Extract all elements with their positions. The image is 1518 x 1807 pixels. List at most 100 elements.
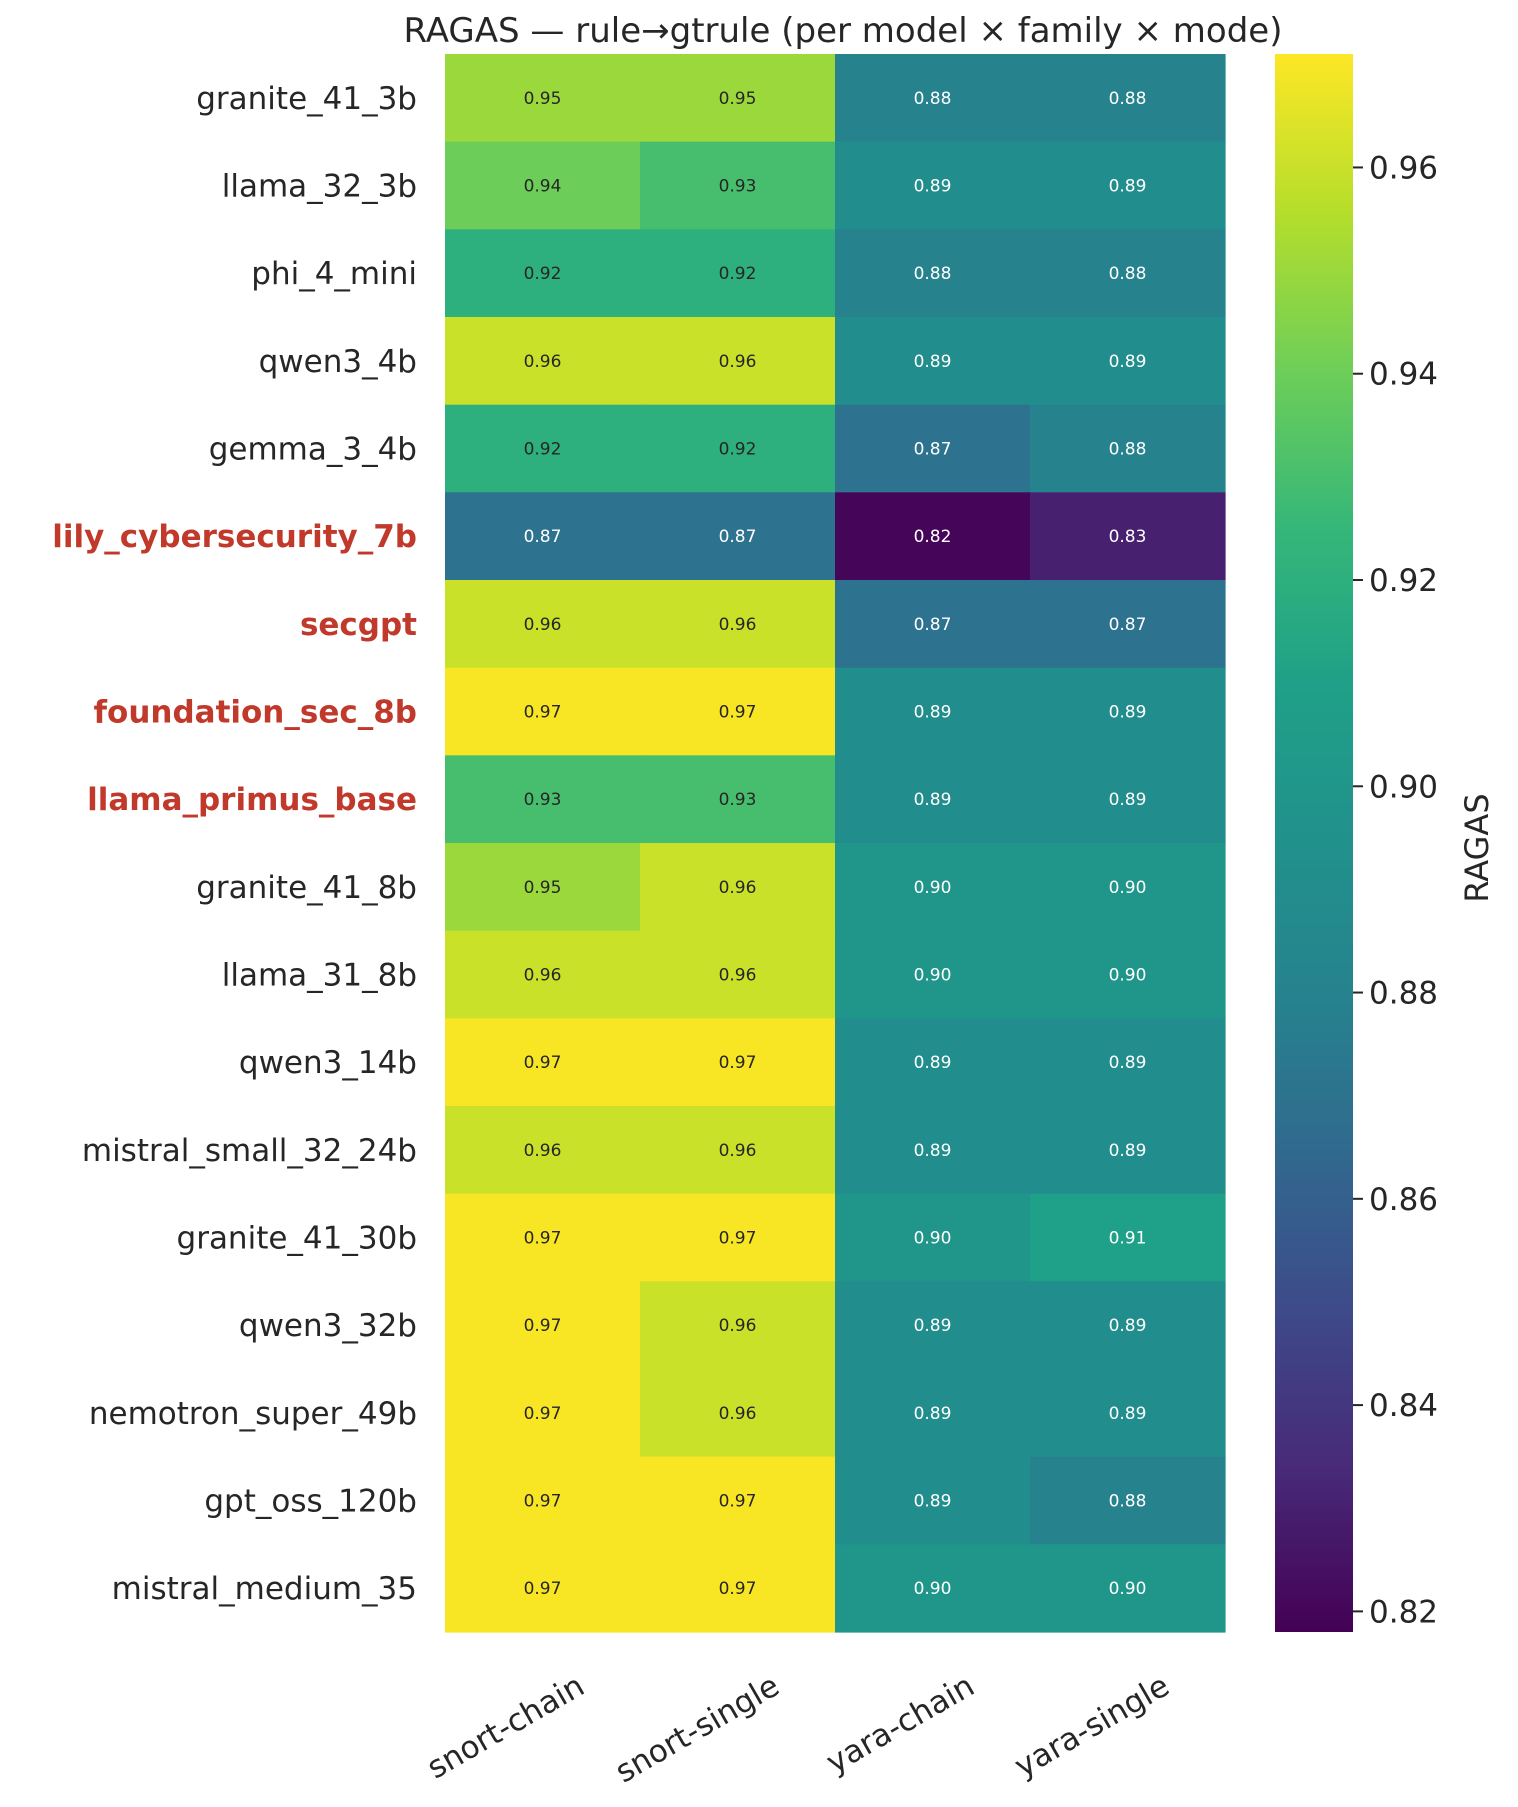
cell-value-label: 0.90 (914, 878, 952, 898)
heatmap-cell (640, 229, 836, 318)
colorbar-tick-label: 0.96 (1369, 150, 1438, 186)
cell-value-label: 0.95 (719, 89, 757, 109)
heatmap-cell (835, 54, 1031, 143)
heatmap-cell (1030, 930, 1226, 1019)
cell-value-label: 0.90 (1109, 1579, 1147, 1599)
cell-value-label: 0.97 (524, 1229, 562, 1249)
cell-value-label: 0.96 (719, 1404, 757, 1424)
heatmap-cell (1030, 755, 1226, 844)
cell-value-label: 0.89 (914, 1404, 952, 1424)
heatmap-cell (835, 1456, 1031, 1545)
column-label: yara-single (1009, 1668, 1176, 1785)
cell-value-label: 0.89 (1109, 703, 1147, 723)
cell-value-label: 0.89 (1109, 177, 1147, 197)
column-label: snort-single (609, 1668, 785, 1790)
cell-value-label: 0.96 (524, 1141, 562, 1161)
cell-value-label: 0.95 (524, 89, 562, 109)
heatmap-cell (1030, 141, 1226, 230)
colorbar-tick-label: 0.90 (1369, 769, 1438, 805)
heatmap-cell (835, 141, 1031, 230)
cell-value-label: 0.88 (1109, 89, 1147, 109)
row-label: qwen3_4b (259, 344, 417, 380)
column-label: yara-chain (820, 1668, 980, 1781)
heatmap-cell (835, 580, 1031, 669)
heatmap-cell (1030, 667, 1226, 756)
cell-value-label: 0.96 (719, 966, 757, 986)
colorbar-ticks: 0.82 0.84 0.86 0.88 0.90 0.92 0.94 0.96 (1353, 150, 1438, 1630)
cell-value-label: 0.90 (1109, 878, 1147, 898)
row-label: granite_41_8b (196, 870, 417, 906)
cell-value-label: 0.87 (914, 440, 952, 460)
cell-value-label: 0.88 (1109, 264, 1147, 284)
heatmap-cell (445, 580, 641, 669)
row-label: nemotron_super_49b (89, 1396, 417, 1432)
cell-value-label: 0.89 (914, 703, 952, 723)
cell-value-label: 0.97 (719, 1492, 757, 1512)
cell-value-label: 0.92 (524, 264, 562, 284)
heatmap-cell (1030, 1456, 1226, 1545)
cell-value-label: 0.96 (719, 1141, 757, 1161)
heatmap-cell (640, 1544, 836, 1633)
cell-value-label: 0.88 (914, 264, 952, 284)
heatmap-cell (445, 54, 641, 143)
heatmap-cell (445, 1281, 641, 1370)
row-label: secgpt (300, 607, 417, 643)
heatmap-cell (835, 755, 1031, 844)
cell-value-label: 0.88 (1109, 1492, 1147, 1512)
heatmap-cell (640, 1193, 836, 1282)
cell-value-label: 0.92 (719, 440, 757, 460)
heatmap-cell (1030, 1106, 1226, 1195)
cell-value-label: 0.89 (1109, 1141, 1147, 1161)
cell-value-label: 0.97 (719, 1053, 757, 1073)
column-labels: snort-chain snort-single yara-chain yara-si… (421, 1668, 1175, 1790)
cell-value-label: 0.96 (719, 878, 757, 898)
cell-value-label: 0.96 (719, 1316, 757, 1336)
heatmap-cell (445, 229, 641, 318)
heatmap-cell (1030, 492, 1226, 581)
heatmap-cell (445, 1018, 641, 1107)
row-labels: granite_41_3b llama_32_3b phi_4_mini qwen3_… (52, 81, 417, 1607)
row-label: granite_41_3b (196, 81, 417, 117)
cell-value-label: 0.89 (914, 1316, 952, 1336)
heatmap-cell (835, 1018, 1031, 1107)
heatmap-cell (1030, 1193, 1226, 1282)
heatmap-cell (1030, 1281, 1226, 1370)
row-label: qwen3_14b (239, 1045, 417, 1081)
heatmap-cell (445, 755, 641, 844)
cell-value-label: 0.92 (524, 440, 562, 460)
colorbar-label: RAGAS (1458, 793, 1496, 902)
heatmap-cell (1030, 843, 1226, 932)
row-label: mistral_small_32_24b (82, 1133, 417, 1169)
cell-value-label: 0.93 (719, 177, 757, 197)
heatmap-cell (640, 667, 836, 756)
cell-value-label: 0.90 (1109, 966, 1147, 986)
cell-value-label: 0.89 (914, 352, 952, 372)
cell-value-label: 0.89 (914, 790, 952, 810)
heatmap-cell (640, 930, 836, 1019)
cell-value-label: 0.97 (719, 1229, 757, 1249)
cell-value-label: 0.97 (524, 1053, 562, 1073)
heatmap-cell (640, 755, 836, 844)
heatmap-cell (445, 843, 641, 932)
heatmap-cell (835, 404, 1031, 493)
heatmap-cell (835, 1544, 1031, 1633)
row-label: llama_primus_base (87, 782, 417, 818)
heatmap-cell (640, 1281, 836, 1370)
heatmap-cell (640, 492, 836, 581)
heatmap-cell (835, 1281, 1031, 1370)
row-label: mistral_medium_35 (112, 1571, 417, 1607)
heatmap-cell (640, 1106, 836, 1195)
heatmap-cell (1030, 229, 1226, 318)
heatmap-cell (445, 404, 641, 493)
heatmap-cell (445, 1193, 641, 1282)
heatmap-cell (445, 1106, 641, 1195)
row-label: llama_32_3b (222, 169, 417, 205)
cell-value-label: 0.89 (914, 1053, 952, 1073)
heatmap-cell (640, 317, 836, 406)
heatmap-cell (1030, 580, 1226, 669)
cell-value-label: 0.97 (524, 1579, 562, 1599)
heatmap-cell (835, 229, 1031, 318)
cell-value-label: 0.97 (524, 703, 562, 723)
heatmap-cell (1030, 54, 1226, 143)
